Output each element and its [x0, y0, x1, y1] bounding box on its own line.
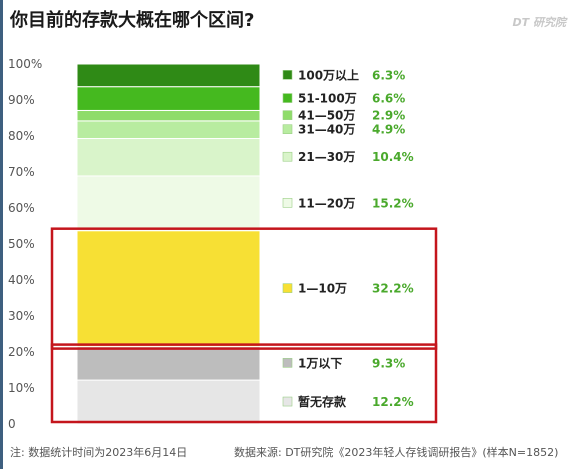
- data-label: 32.2%: [372, 282, 414, 296]
- legend-marker: [282, 124, 293, 134]
- y-tick-label: 50%: [8, 237, 35, 251]
- y-tick-label: 0: [8, 417, 16, 431]
- legend-marker: [282, 110, 293, 120]
- legend-marker: [282, 151, 293, 162]
- y-tick-label: 30%: [8, 309, 35, 323]
- y-tick-label: 100%: [8, 57, 42, 71]
- y-tick-label: 80%: [8, 129, 35, 143]
- left-frame-border: [0, 0, 3, 469]
- bar-segment: [76, 120, 261, 140]
- data-label: 15.2%: [372, 196, 414, 210]
- y-tick-label: 20%: [8, 345, 35, 359]
- legend-marker: [282, 283, 293, 293]
- bar-segment: [76, 379, 261, 425]
- data-label: 10.4%: [372, 150, 414, 164]
- bar-segment: [76, 230, 261, 348]
- legend-label: 31—40万: [298, 123, 355, 137]
- footer-source: 数据来源: DT研究院《2023年轻人存钱调研报告》(样本N=1852): [234, 446, 559, 459]
- data-label: 6.6%: [372, 92, 405, 106]
- data-label: 4.9%: [372, 123, 405, 137]
- y-tick-label: 90%: [8, 93, 35, 107]
- legend-marker: [282, 70, 293, 80]
- chart-title: 你目前的存款大概在哪个区间?: [10, 10, 255, 31]
- bar-segment: [76, 346, 261, 381]
- legend-label: 1—10万: [298, 282, 347, 296]
- data-label: 6.3%: [372, 68, 405, 82]
- legend-marker: [282, 358, 293, 368]
- brand-watermark: DT 研究院: [512, 16, 566, 29]
- y-tick-label: 10%: [8, 381, 35, 395]
- data-label: 2.9%: [372, 109, 405, 123]
- data-label: 9.3%: [372, 356, 405, 370]
- legend-marker: [282, 93, 293, 103]
- highlight-box: [50, 343, 438, 424]
- y-tick-label: 60%: [8, 201, 35, 215]
- highlight-box: [50, 227, 438, 350]
- data-label: 12.2%: [372, 395, 414, 409]
- bar-segment: [76, 109, 261, 122]
- legend-marker: [282, 396, 293, 407]
- legend-label: 暂无存款: [298, 394, 347, 409]
- legend-label: 41—50万: [298, 109, 355, 123]
- bar-segment: [76, 86, 261, 111]
- legend-label: 100万以上: [298, 67, 359, 82]
- y-tick-label: 40%: [8, 273, 35, 287]
- bar-segment: [76, 63, 261, 88]
- legend-label: 21—30万: [298, 150, 355, 164]
- legend-marker: [282, 198, 293, 208]
- bar-segment: [76, 175, 261, 232]
- legend-label: 11—20万: [298, 196, 355, 210]
- bar-segment: [76, 138, 261, 177]
- y-tick-label: 70%: [8, 165, 35, 179]
- footer-note: 注: 数据统计时间为2023年6月14日: [10, 446, 188, 459]
- legend-label: 51-100万: [298, 92, 357, 106]
- legend-label: 1万以下: [298, 356, 342, 370]
